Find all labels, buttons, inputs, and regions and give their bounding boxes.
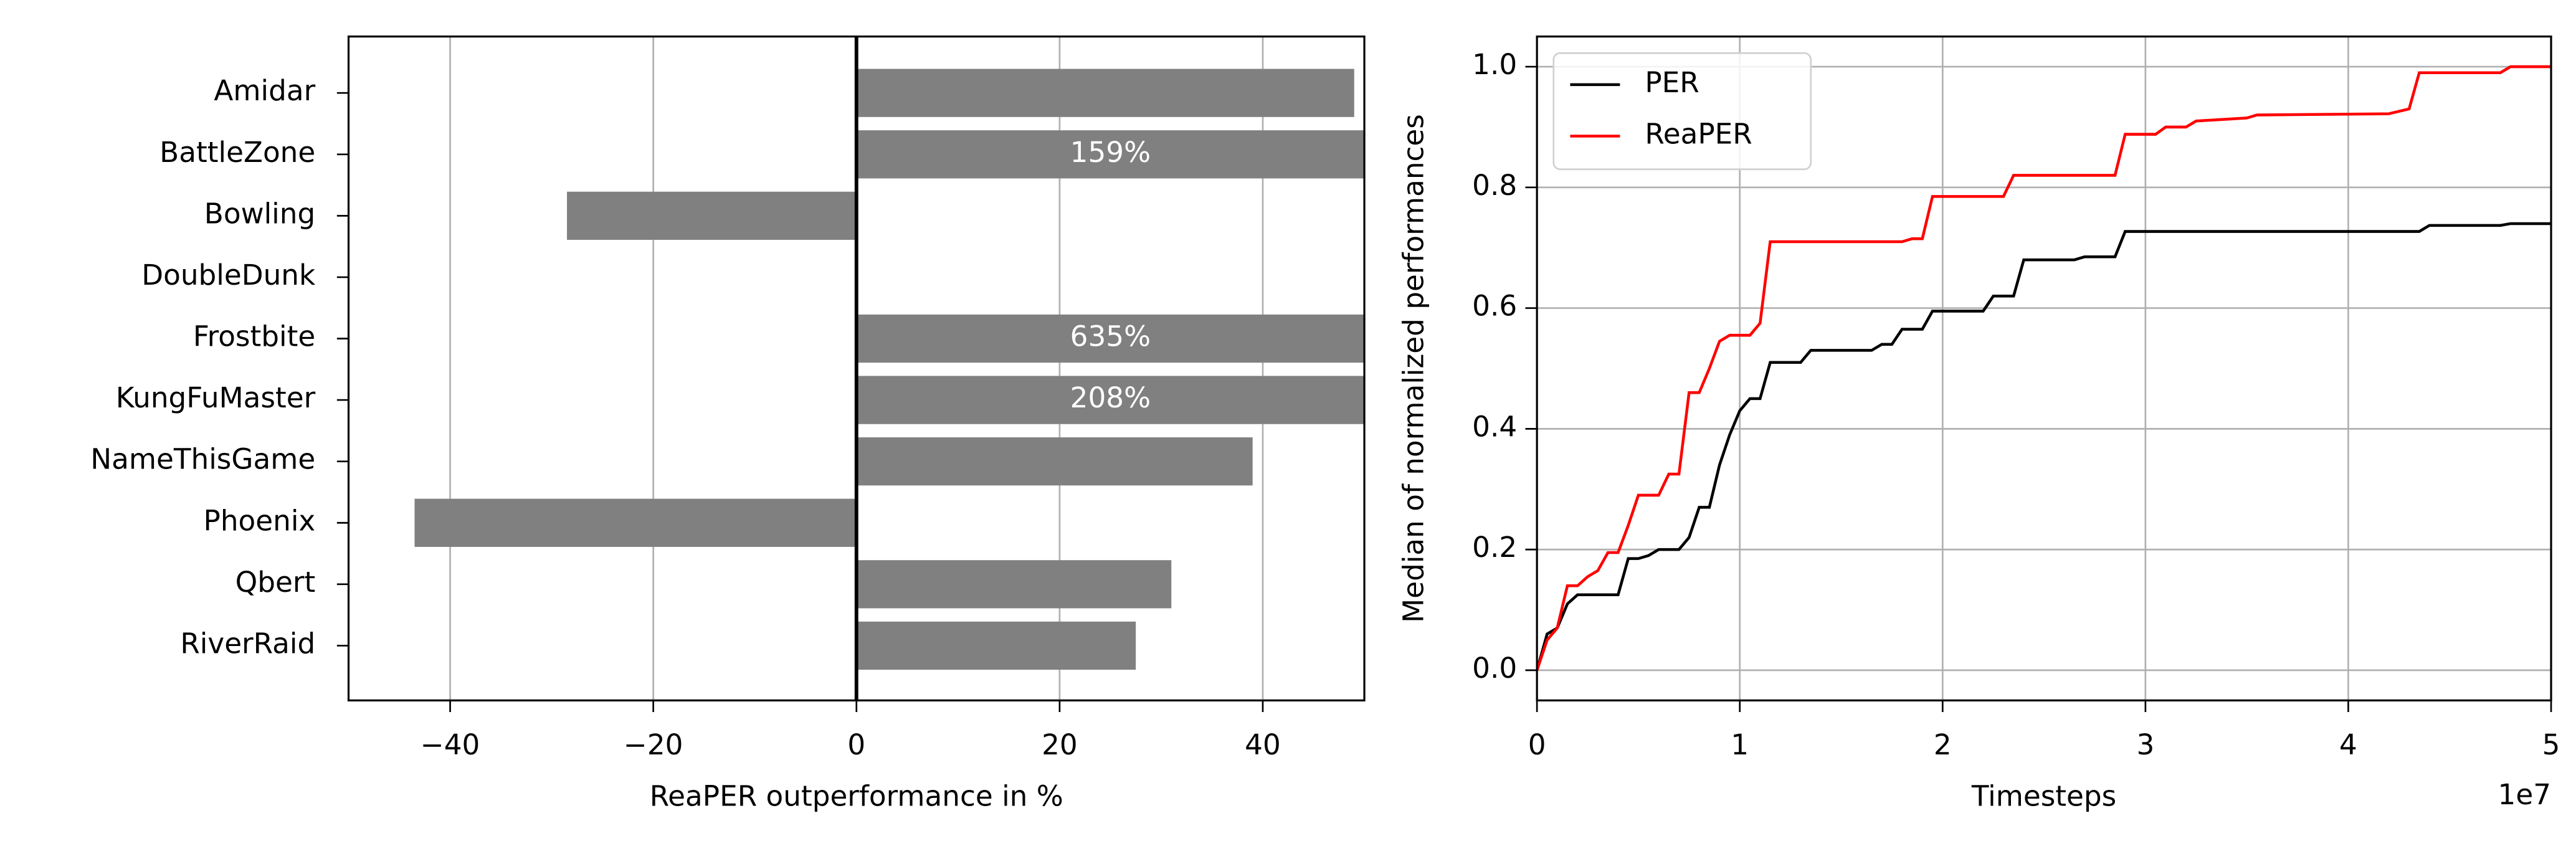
x-tick-label: 5 — [2542, 728, 2560, 761]
y-tick-label: Frostbite — [193, 320, 315, 353]
value-label: 635% — [1070, 320, 1151, 353]
y-tick-label: NameThisGame — [90, 443, 315, 476]
x-tick-label: 40 — [1245, 728, 1281, 761]
series-line — [1537, 65, 2552, 671]
x-tick-label: 1 — [1731, 728, 1749, 761]
value-label: 159% — [1070, 136, 1151, 169]
y-axis-label: Median of normalized performances — [1397, 114, 1430, 623]
legend-label: ReaPER — [1645, 117, 1752, 150]
bar-plot: −40 −20 0 20 40 Amidar BattleZone 159% Bowling Do… — [90, 36, 1366, 813]
bar — [414, 498, 857, 547]
y-tick-label: Qbert — [235, 566, 316, 599]
x-tick-label: −20 — [624, 728, 683, 761]
y-tick-label: 0.4 — [1472, 410, 1517, 443]
value-label: 208% — [1070, 381, 1151, 414]
y-tick-label: 0.6 — [1472, 290, 1517, 323]
bar — [856, 376, 1365, 424]
y-tick-label: 1.0 — [1472, 48, 1517, 81]
axes-frame — [347, 36, 1366, 701]
x-tick-label: 20 — [1042, 728, 1078, 761]
x-tick-label: 0 — [847, 728, 865, 761]
x-axis-label: ReaPER outperformance in % — [650, 780, 1063, 813]
line-plot: 0 1 2 3 4 5 0.0 0.2 0.4 0.6 0.8 1.0 PER ReaPER Timeste… — [1397, 36, 2560, 813]
x-tick-label: −40 — [421, 728, 480, 761]
y-tick-label: 0.8 — [1472, 169, 1517, 202]
y-tick-label: DoubleDunk — [141, 259, 316, 292]
bar — [856, 69, 1354, 117]
x-tick-label: 4 — [2339, 728, 2357, 761]
series-line — [1537, 222, 2552, 671]
bars — [414, 69, 1365, 670]
x-axis-label: Timesteps — [1971, 780, 2116, 813]
bar — [856, 130, 1365, 179]
y-tick-label: BattleZone — [159, 136, 315, 169]
y-tick-label: Bowling — [204, 197, 315, 230]
bar — [856, 437, 1253, 486]
bar — [856, 621, 1136, 670]
y-tick-label: RiverRaid — [180, 627, 315, 660]
x-offset-label: 1e7 — [2498, 778, 2551, 811]
x-tick-label: 3 — [2136, 728, 2154, 761]
x-tick-label: 0 — [1528, 728, 1546, 761]
legend-label: PER — [1645, 66, 1699, 99]
legend: PER ReaPER — [1552, 52, 1812, 171]
y-tick-label: Phoenix — [204, 504, 316, 537]
y-tick-label: 0.0 — [1472, 652, 1517, 685]
legend-box — [1552, 52, 1812, 171]
y-tick-label: Amidar — [214, 74, 315, 107]
y-tick-label: KungFuMaster — [116, 381, 316, 414]
bar — [567, 191, 857, 240]
bar — [856, 314, 1365, 363]
axes-frame — [1536, 36, 2552, 701]
bar — [856, 560, 1172, 609]
y-tick-label: 0.2 — [1472, 531, 1517, 564]
x-tick-label: 2 — [1934, 728, 1952, 761]
lines — [1537, 65, 2552, 671]
